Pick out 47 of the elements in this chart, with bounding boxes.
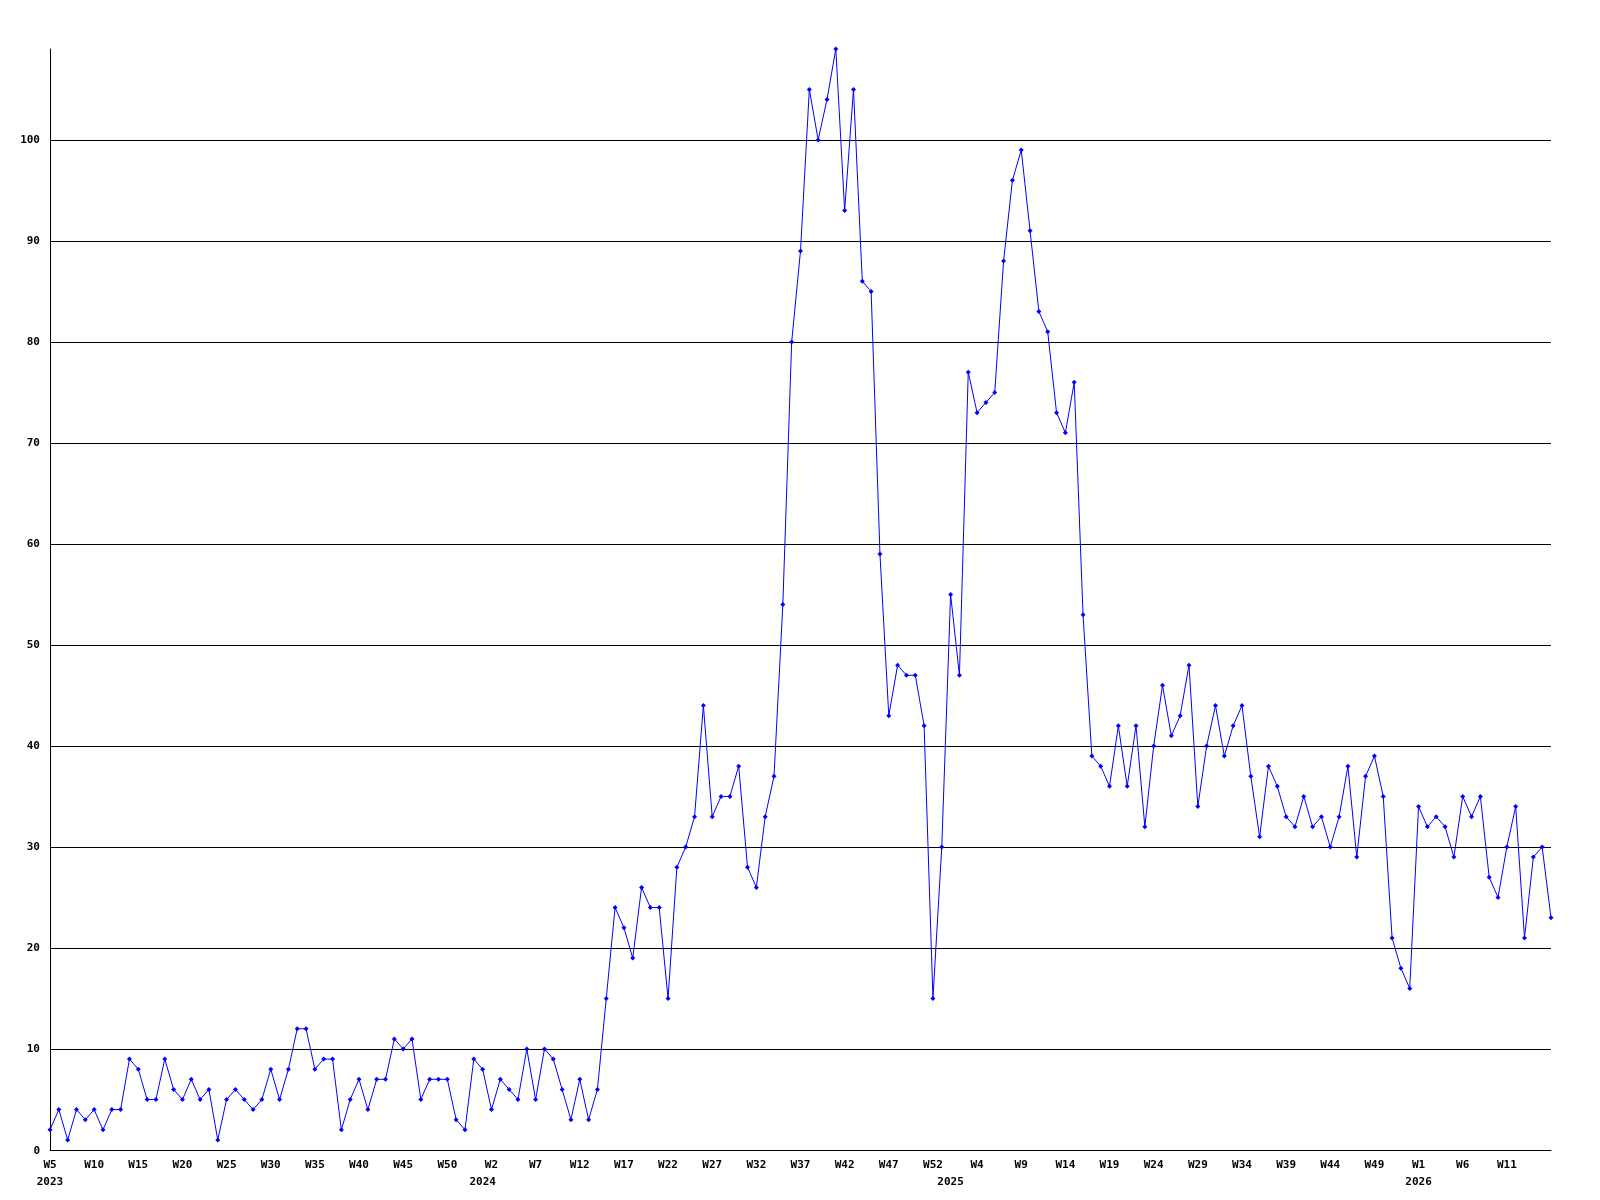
x-tick-label: W52 <box>923 1158 943 1171</box>
y-tick-label: 100 <box>20 133 40 147</box>
x-tick-label: W6 <box>1456 1158 1470 1171</box>
x-tick-label: W50 <box>437 1158 458 1171</box>
y-tick-label: 50 <box>26 638 40 652</box>
x-tick-label: W22 <box>658 1158 678 1171</box>
x-tick-label: W39 <box>1276 1158 1297 1171</box>
x-tick-label: W29 <box>1187 1158 1208 1171</box>
x-tick-label: W37 <box>790 1158 811 1171</box>
y-tick-label: 70 <box>26 436 40 450</box>
x-tick-label: W19 <box>1099 1158 1120 1171</box>
x-tick-label: W2 <box>484 1158 499 1171</box>
y-tick-label: 60 <box>26 537 40 551</box>
y-tick-label: 10 <box>26 1042 40 1056</box>
x-tick-label: W12 <box>569 1158 590 1171</box>
x-tick-label: W32 <box>746 1158 767 1171</box>
x-tick-label: W7 <box>528 1158 543 1171</box>
x-tick-label: W9 <box>1014 1158 1028 1171</box>
x-tick-label: W47 <box>878 1158 899 1171</box>
y-tick-label: 30 <box>26 840 40 854</box>
x-tick-label: W24 <box>1143 1158 1164 1171</box>
y-tick-label: 20 <box>26 941 40 955</box>
x-tick-label: W10 <box>84 1158 105 1171</box>
x-tick-label: W14 <box>1055 1158 1076 1171</box>
y-tick-label: 90 <box>26 234 40 248</box>
x-tick-label: W17 <box>613 1158 634 1171</box>
x-tick-label: W44 <box>1320 1158 1341 1171</box>
x-tick-label: W49 <box>1364 1158 1385 1171</box>
x-tick-label: W1 2026 <box>1405 1158 1433 1188</box>
y-tick-label: 40 <box>26 739 40 753</box>
x-tick-label: W15 <box>128 1158 149 1171</box>
x-tick-label: 2025 <box>937 1175 964 1188</box>
x-tick-label: W34 <box>1232 1158 1253 1171</box>
x-tick-label: W4 <box>970 1158 985 1171</box>
x-tick-label: 2024 <box>469 1175 497 1188</box>
x-tick-label: W35 <box>304 1158 325 1171</box>
x-tick-label: W27 <box>702 1158 723 1171</box>
y-tick-label: 0 <box>33 1143 40 1157</box>
x-tick-label: W30 <box>260 1158 281 1171</box>
x-tick-label: W45 <box>393 1158 414 1171</box>
x-tick-label: W5 2023 <box>36 1158 64 1188</box>
x-tick-label: W40 <box>349 1158 369 1171</box>
x-tick-label: W42 <box>834 1158 855 1171</box>
x-tick-label: W11 <box>1496 1158 1518 1171</box>
y-tick-label: 80 <box>26 335 40 349</box>
x-tick-label: W20 <box>172 1158 193 1171</box>
x-tick-label: W25 <box>216 1158 237 1171</box>
